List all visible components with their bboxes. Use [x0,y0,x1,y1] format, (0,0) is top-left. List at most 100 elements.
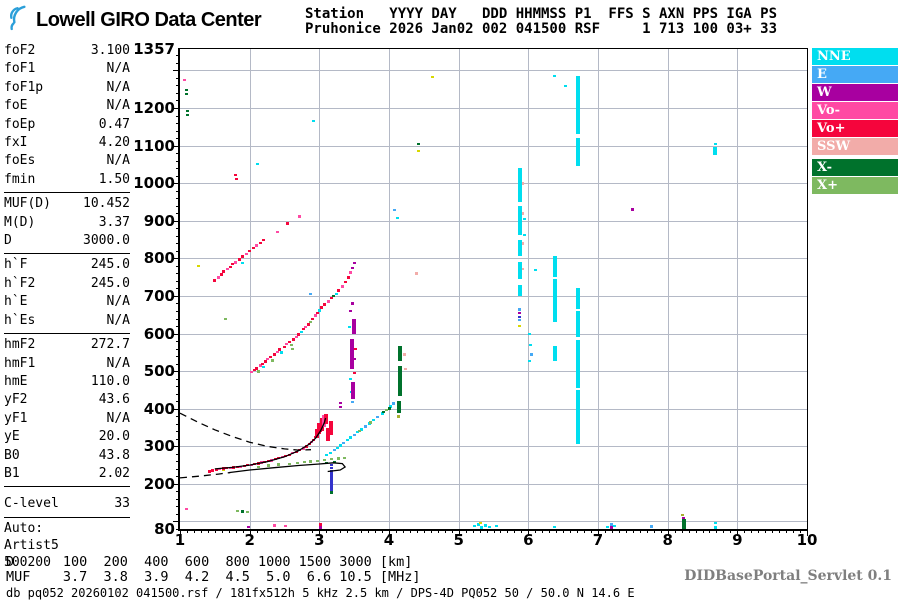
param-label: yF1 [4,410,28,426]
station-header-row: Station YYYY DAY DDD HHMMSS P1 FFS S AXN… [305,6,778,22]
data-point [476,523,480,526]
data-point [255,367,259,370]
y-axis-tick [176,213,180,215]
param-label: h`F2 [4,275,36,291]
x-axis-tick [305,529,307,533]
param-row: h`Es N/A [4,312,130,330]
data-point [345,438,349,442]
data-point [520,212,524,215]
x-axis-tick [598,529,599,536]
y-axis-tick [173,220,180,222]
grid-line-vertical [389,49,390,529]
data-point [523,217,527,221]
x-axis-tick [193,529,195,533]
y-axis-tick [176,326,180,328]
data-point [246,525,250,529]
y-axis-tick [176,513,180,515]
y-axis-tick [173,108,180,109]
x-axis-tick [751,529,753,533]
y-axis-label: 900 [143,211,175,230]
y-axis-tick [176,190,180,192]
y-axis-label: 80 [154,520,175,538]
data-point [318,526,322,529]
y-axis-tick [176,529,180,530]
data-point [185,88,189,92]
x-axis-label: 7 [592,531,604,549]
data-point [338,405,342,409]
x-axis-tick [242,529,244,533]
param-value: 0.47 [98,116,130,132]
data-point [271,359,275,362]
data-point [323,458,327,462]
data-point [277,463,281,466]
ionogram-plot: 1357 1200 1100 1000 900 800 700 600 500 400 300 200… [133,40,817,549]
data-point [352,372,356,375]
data-point [266,358,270,361]
divider [4,192,130,194]
data-point [349,436,353,439]
data-point [520,182,524,185]
data-point [287,462,291,465]
param-row: hmE 110.0 [4,373,130,391]
data-point [369,421,373,424]
x-axis-tick [326,529,328,533]
x-axis-tick [395,529,397,533]
data-point [387,407,391,410]
param-value: 2.02 [98,465,130,481]
grid-line-horizontal [180,258,807,260]
param-value: N/A [106,153,130,169]
x-axis-tick [382,529,384,533]
data-point [349,390,353,394]
data-point [404,367,408,371]
station-data-row: Pruhonice 2026 Jan02 002 041500 RSF 1 71… [305,21,778,37]
data-point [283,345,286,349]
y-axis-tick [176,416,180,418]
param-label: foEs [4,153,36,169]
grid-line-vertical [319,49,321,529]
param-value: N/A [106,98,130,114]
grid-line-vertical [458,49,460,529]
x-axis-tick [570,529,572,533]
param-value: 33 [114,496,130,512]
data-point [353,358,357,361]
grid-line-horizontal [180,183,807,185]
dashed-fit-curve [179,471,231,479]
x-axis-tick [793,529,795,533]
y-axis-tick [176,386,180,388]
data-point [210,469,214,472]
param-row: yE 20.0 [4,428,130,446]
data-streak [681,519,686,529]
param-value: 110.0 [90,373,130,389]
param-label: B0 [4,447,20,463]
data-point [342,441,346,444]
polarization-legend: NNE E W Vo- Vo+ SSW X- X+ [812,48,898,195]
data-point [225,267,229,271]
data-point [323,303,327,306]
y-axis-tick [173,408,180,410]
data-point [334,293,338,296]
data-point [291,347,295,350]
legend-item: SSW [812,138,898,155]
x-axis-label: 5 [453,531,464,549]
grid-line-horizontal [180,220,807,222]
data-point [530,353,534,356]
x-axis-tick [207,529,209,533]
y-axis-label: 700 [143,286,175,305]
data-point [527,332,531,335]
x-axis-tick [221,529,223,533]
y-axis-tick [176,310,180,312]
data-point [308,293,312,296]
grid-line-horizontal [180,295,807,297]
data-point [563,84,567,88]
param-label: hmE [4,373,28,389]
data-point [295,461,299,465]
param-label: B1 [4,465,20,481]
data-point [316,459,320,462]
param-label: foF1 [4,61,36,77]
d-muf-row: MUF 3.7 3.8 3.9 4.2 4.5 5.0 6.6 10.5 [MH… [6,569,421,585]
data-streak [576,310,581,337]
data-point [287,340,291,344]
data-point [235,509,239,513]
param-value: 10.452 [83,196,130,212]
data-point [185,508,189,511]
